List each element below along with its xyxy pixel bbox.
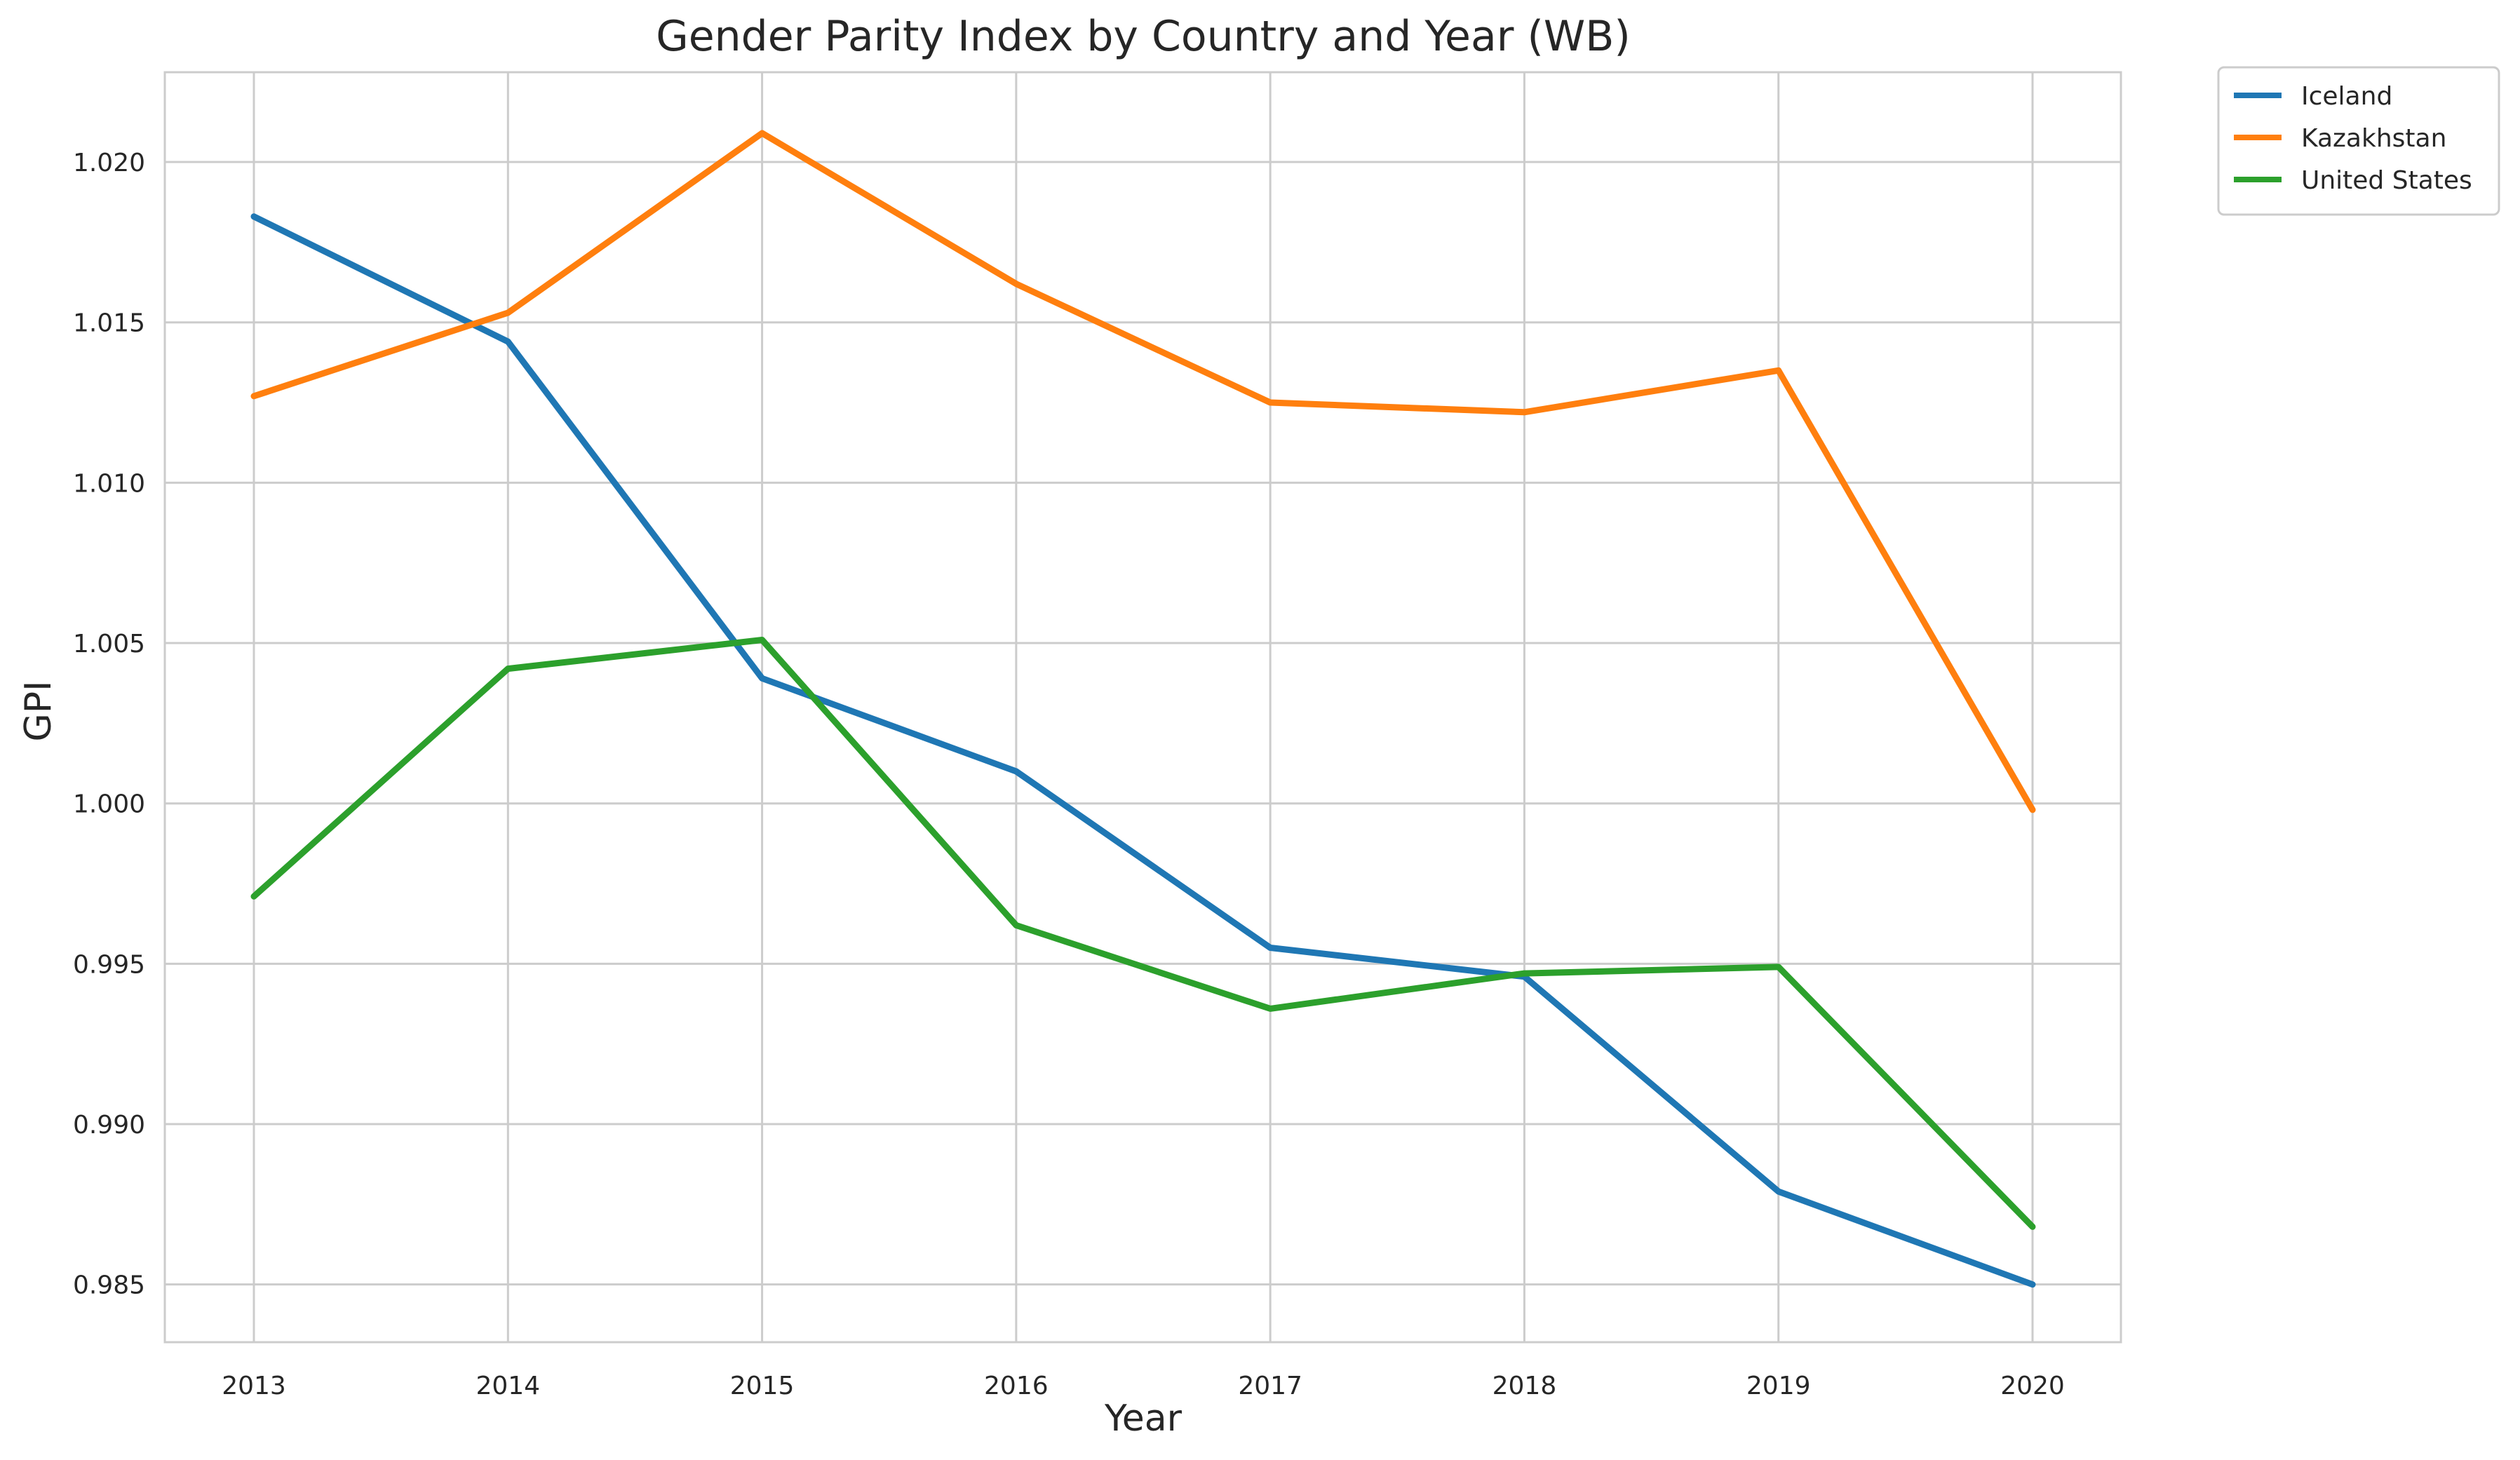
y-tick-labels: 0.985 0.990 0.995 1.000 1.005 1.010 1.015 1.020 xyxy=(73,149,145,1300)
legend-label: United States xyxy=(2301,166,2472,195)
x-tick-label: 2017 xyxy=(1238,1372,1302,1400)
legend-box xyxy=(2217,66,2500,216)
y-tick-label: 1.005 xyxy=(73,630,145,658)
y-tick-label: 1.010 xyxy=(73,469,145,498)
series-line-united-states xyxy=(250,637,2036,1230)
x-tick-label: 2018 xyxy=(1493,1372,1557,1400)
x-axis-label: Year xyxy=(1104,1398,1182,1440)
x-tick-label: 2020 xyxy=(2000,1372,2065,1400)
chart-title: Gender Parity Index by Country and Year … xyxy=(656,12,1631,61)
legend: Iceland Kazakhstan United States xyxy=(2217,66,2500,216)
x-tick-labels: 2013 2014 2015 2016 2017 2018 2019 2020 xyxy=(222,1372,2065,1400)
x-tick-label: 2014 xyxy=(476,1372,540,1400)
legend-label: Iceland xyxy=(2301,82,2392,111)
x-tick-label: 2015 xyxy=(730,1372,795,1400)
y-tick-label: 1.015 xyxy=(73,309,145,338)
grid-lines xyxy=(165,72,2121,1342)
plot-frame xyxy=(163,71,2122,1344)
x-tick-label: 2019 xyxy=(1746,1372,1811,1400)
y-tick-label: 0.985 xyxy=(73,1271,145,1300)
series-line-kazakhstan xyxy=(250,130,2036,813)
series-lines xyxy=(250,130,2036,1288)
y-tick-label: 0.990 xyxy=(73,1111,145,1140)
x-tick-label: 2013 xyxy=(222,1372,286,1400)
y-tick-label: 1.000 xyxy=(73,790,145,819)
y-tick-label: 0.995 xyxy=(73,950,145,979)
x-tick-label: 2016 xyxy=(984,1372,1049,1400)
series-line-iceland xyxy=(250,213,2036,1288)
legend-label: Kazakhstan xyxy=(2301,124,2446,153)
y-axis-label: GPI xyxy=(18,681,60,742)
y-tick-label: 1.020 xyxy=(73,149,145,177)
